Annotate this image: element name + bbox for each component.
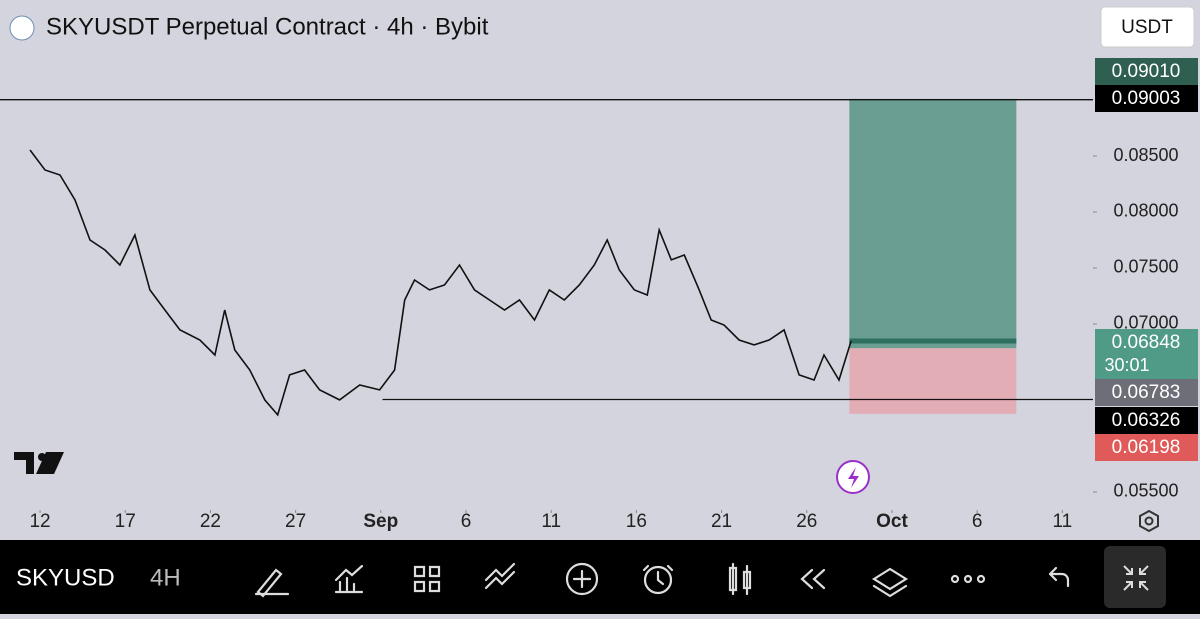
price-badge xyxy=(1095,379,1198,406)
x-tick-label: 12 xyxy=(29,511,50,532)
objects-icon[interactable] xyxy=(871,567,909,598)
x-tick-label: 6 xyxy=(972,511,983,532)
draw-icon[interactable] xyxy=(254,568,290,598)
chart-type-icon[interactable] xyxy=(728,562,752,596)
toolbar-interval[interactable]: 4H xyxy=(150,564,181,591)
x-tick-label: 17 xyxy=(115,511,136,532)
more-icon[interactable] xyxy=(950,574,960,584)
tradingview-logo xyxy=(14,452,64,474)
profit-zone xyxy=(849,98,1017,349)
y-tick-label: 0.07000 xyxy=(1113,313,1178,333)
replay-icon[interactable] xyxy=(800,568,826,590)
y-tick-label: 0.07500 xyxy=(1113,257,1178,277)
price-badge-label: 0.06783 xyxy=(1112,382,1181,403)
x-tick-label: 22 xyxy=(200,511,221,532)
toolbar-symbol[interactable]: SKYUSD xyxy=(16,564,115,591)
loss-zone xyxy=(849,348,1017,414)
x-tick-label: 21 xyxy=(711,511,732,532)
lightning-icon[interactable] xyxy=(836,460,870,494)
x-tick-label: 11 xyxy=(1052,511,1072,532)
y-tick-label: 0.05500 xyxy=(1113,481,1178,501)
price-badge xyxy=(1095,329,1198,379)
x-tick-label: 6 xyxy=(461,511,472,532)
alert-icon[interactable] xyxy=(643,565,673,595)
price-badge xyxy=(1095,85,1198,112)
toolbar-icons xyxy=(254,562,1070,598)
y-tick-label: 0.08000 xyxy=(1113,201,1178,221)
x-tick-label: 27 xyxy=(285,511,306,532)
price-badge-label: 0.06848 xyxy=(1112,332,1181,353)
chart-background xyxy=(0,0,1200,540)
price-badge xyxy=(1095,434,1198,461)
undo-icon[interactable] xyxy=(1048,566,1070,588)
countdown: 30:01 xyxy=(1104,355,1149,375)
y-tick-label: 0.08500 xyxy=(1113,145,1178,165)
chart-title: SKYUSDT Perpetual Contract · 4h · Bybit xyxy=(46,13,489,40)
currency-label: USDT xyxy=(1121,17,1173,38)
x-tick-label: Sep xyxy=(363,511,398,532)
fullscreen-button[interactable] xyxy=(1104,546,1166,608)
add-icon[interactable] xyxy=(565,562,599,596)
x-tick-label: Oct xyxy=(876,511,908,532)
compare-icon[interactable] xyxy=(484,562,516,590)
price-badge xyxy=(1095,407,1198,434)
currency-button[interactable] xyxy=(1100,6,1195,48)
settings-icon[interactable] xyxy=(1139,509,1159,533)
price-badge-label: 0.09003 xyxy=(1112,88,1181,109)
price-line xyxy=(29,149,852,417)
x-tick-label: 16 xyxy=(626,511,647,532)
price-badge-label: 0.06326 xyxy=(1112,410,1181,431)
layout-icon[interactable] xyxy=(413,565,441,593)
x-tick-label: 11 xyxy=(541,511,561,532)
indicators-icon[interactable] xyxy=(334,564,364,594)
price-badge-label: 0.06198 xyxy=(1112,437,1181,458)
price-badge xyxy=(1095,58,1198,85)
price-badge-label: 0.09010 xyxy=(1112,61,1181,82)
x-tick-label: 26 xyxy=(796,511,817,532)
fullscreen-icon xyxy=(1123,565,1149,591)
symbol-icon xyxy=(9,15,35,41)
toolbar xyxy=(0,540,1200,614)
